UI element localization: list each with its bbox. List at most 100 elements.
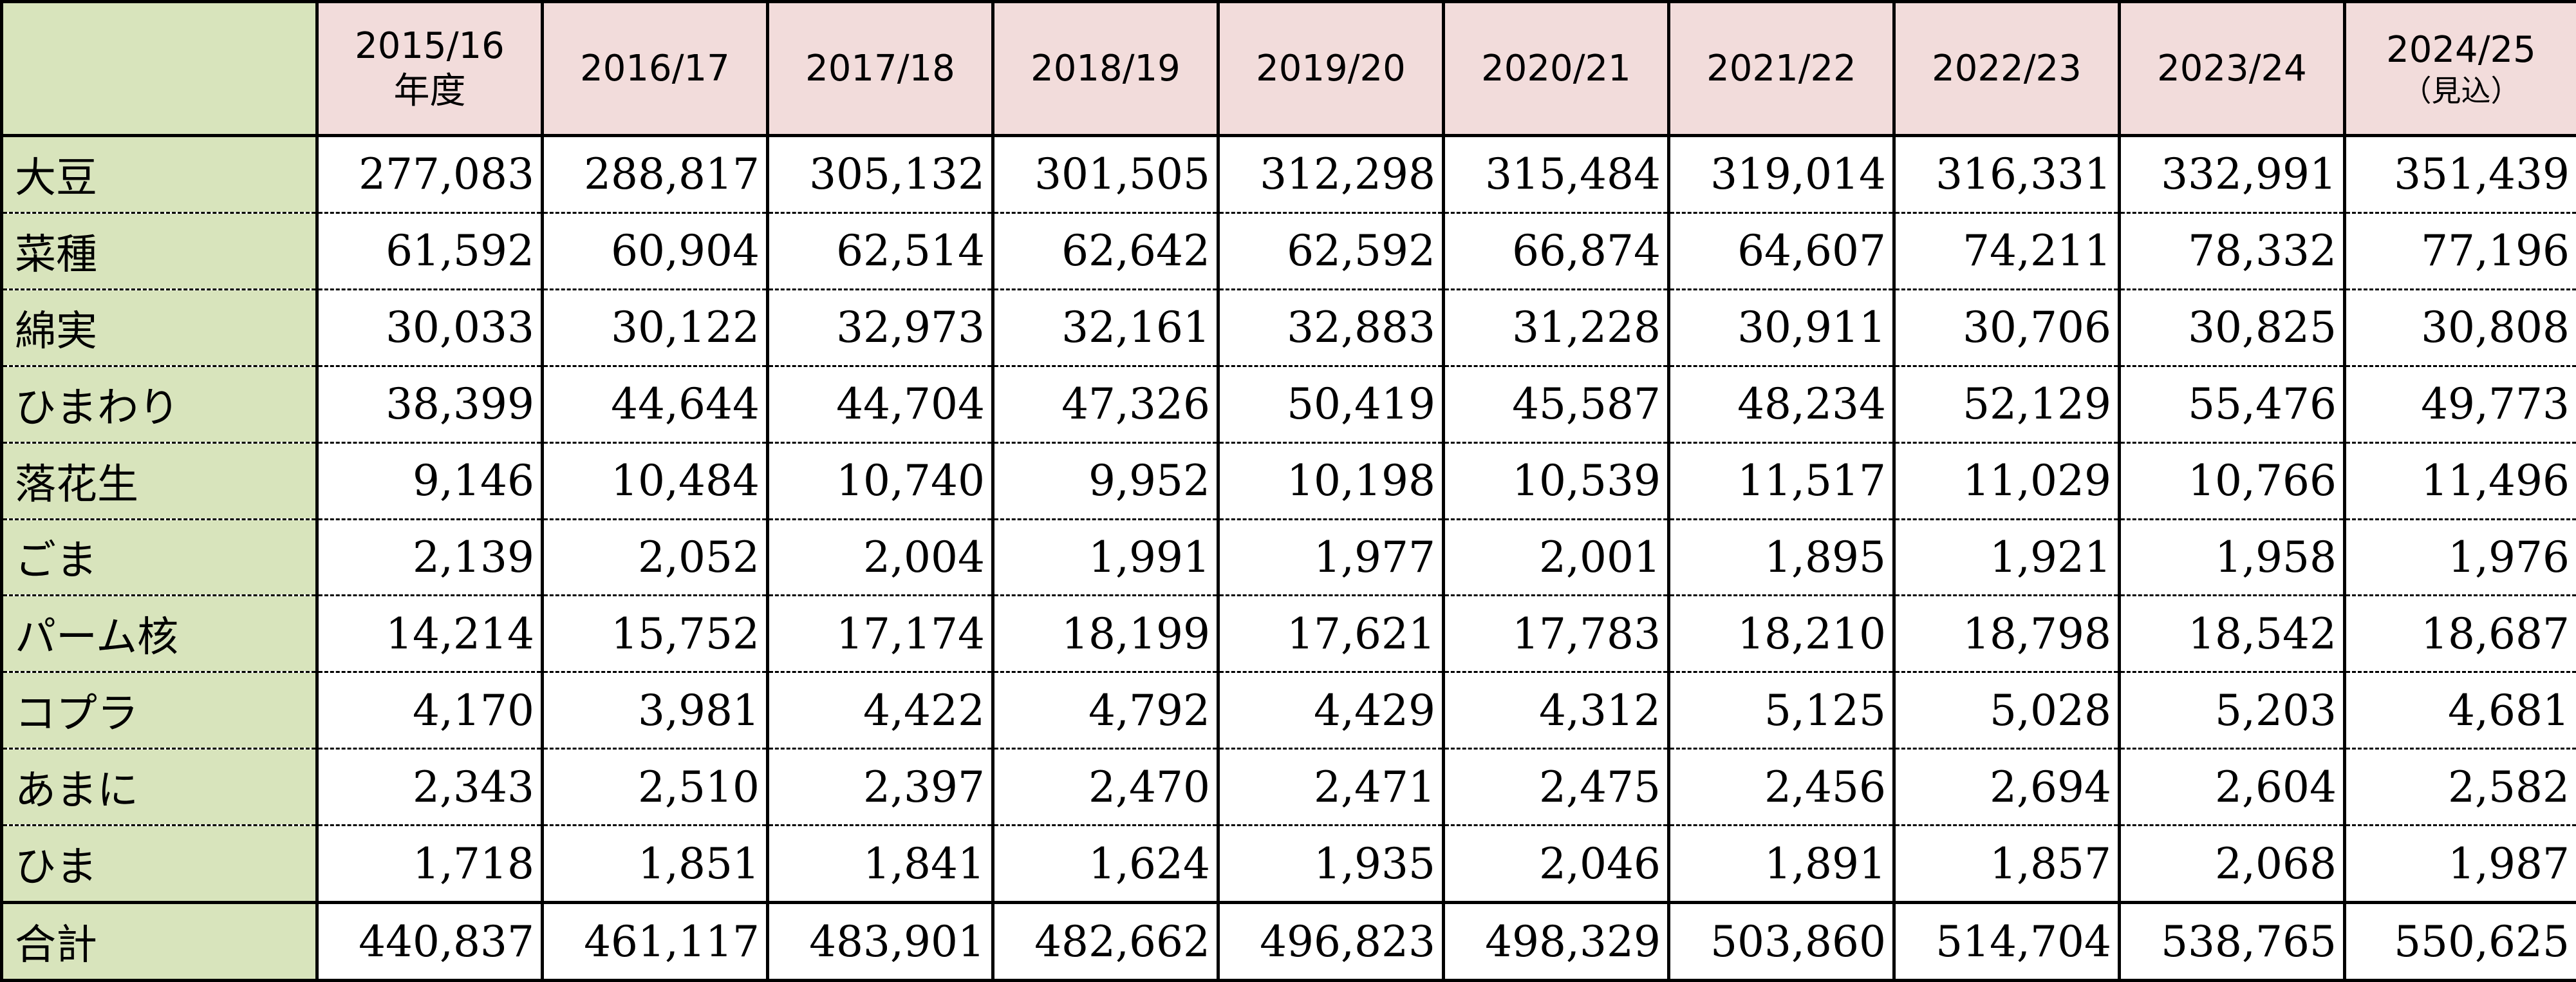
value-cell: 18,798 xyxy=(1892,595,2121,674)
row-label: コプラ xyxy=(0,672,319,750)
value-cell: 30,825 xyxy=(2118,289,2346,367)
value-cell: 45,587 xyxy=(1442,366,1670,444)
total-row: 合計 440,837 461,117 483,901 482,662 496,823 498… xyxy=(0,901,2576,982)
value-cell: 1,895 xyxy=(1667,519,1896,597)
value-cell: 14,214 xyxy=(315,595,544,674)
value-cell: 55,476 xyxy=(2118,366,2346,444)
row-label: 綿実 xyxy=(0,289,319,367)
value-cell: 44,704 xyxy=(766,366,994,444)
value-cell: 514,704 xyxy=(1892,901,2121,982)
table-row: ひまわり 38,399 44,644 44,704 47,326 50,419 45,587… xyxy=(0,366,2576,444)
value-cell: 18,542 xyxy=(2118,595,2346,674)
value-cell: 5,125 xyxy=(1667,672,1896,750)
value-cell: 332,991 xyxy=(2118,135,2346,214)
value-cell: 30,706 xyxy=(1892,289,2121,367)
value-cell: 52,129 xyxy=(1892,366,2121,444)
value-cell: 9,952 xyxy=(991,442,1220,520)
value-cell: 301,505 xyxy=(991,135,1220,214)
value-cell: 1,624 xyxy=(991,825,1220,904)
table-row: コプラ 4,170 3,981 4,422 4,792 4,429 4,312 5,125 5,… xyxy=(0,672,2576,750)
column-header-year: 2018/19 xyxy=(1031,47,1181,90)
column-header-year: 2022/23 xyxy=(1932,47,2082,90)
value-cell: 62,514 xyxy=(766,212,994,290)
value-cell: 482,662 xyxy=(991,901,1220,982)
table-body: 大豆 277,083 288,817 305,132 301,505 312,298 315… xyxy=(0,135,2576,982)
header-row: 2015/16 年度 2016/17 2017/18 2018/19 2019/20 202… xyxy=(0,0,2576,137)
column-header: 2015/16 年度 xyxy=(315,0,544,137)
column-header-year: 2019/20 xyxy=(1256,47,1406,90)
row-label: 落花生 xyxy=(0,442,319,520)
row-label: ごま xyxy=(0,519,319,597)
value-cell: 17,783 xyxy=(1442,595,1670,674)
value-cell: 1,977 xyxy=(1217,519,1445,597)
column-header-year: 2016/17 xyxy=(580,47,730,90)
column-header: 2018/19 xyxy=(991,0,1220,137)
row-label: ひま xyxy=(0,825,319,904)
value-cell: 1,976 xyxy=(2343,519,2576,597)
value-cell: 4,312 xyxy=(1442,672,1670,750)
value-cell: 2,456 xyxy=(1667,748,1896,827)
value-cell: 2,475 xyxy=(1442,748,1670,827)
value-cell: 77,196 xyxy=(2343,212,2576,290)
value-cell: 11,517 xyxy=(1667,442,1896,520)
column-header-note: 年度 xyxy=(393,70,466,112)
value-cell: 319,014 xyxy=(1667,135,1896,214)
value-cell: 18,199 xyxy=(991,595,1220,674)
value-cell: 2,139 xyxy=(315,519,544,597)
column-header-year: 2020/21 xyxy=(1481,47,1631,90)
column-header: 2020/21 xyxy=(1442,0,1670,137)
value-cell: 316,331 xyxy=(1892,135,2121,214)
value-cell: 305,132 xyxy=(766,135,994,214)
table-row: ごま 2,139 2,052 2,004 1,991 1,977 2,001 1,895 1,9… xyxy=(0,519,2576,597)
value-cell: 60,904 xyxy=(541,212,769,290)
table-row: ひま 1,718 1,851 1,841 1,624 1,935 2,046 1,891 1,8… xyxy=(0,825,2576,904)
value-cell: 1,718 xyxy=(315,825,544,904)
value-cell: 32,161 xyxy=(991,289,1220,367)
table-row: あまに 2,343 2,510 2,397 2,470 2,471 2,475 2,456 2,… xyxy=(0,748,2576,827)
value-cell: 2,694 xyxy=(1892,748,2121,827)
value-cell: 4,429 xyxy=(1217,672,1445,750)
value-cell: 10,539 xyxy=(1442,442,1670,520)
value-cell: 11,496 xyxy=(2343,442,2576,520)
value-cell: 30,808 xyxy=(2343,289,2576,367)
value-cell: 74,211 xyxy=(1892,212,2121,290)
column-header: 2017/18 xyxy=(766,0,994,137)
row-label: パーム核 xyxy=(0,595,319,674)
value-cell: 498,329 xyxy=(1442,901,1670,982)
table-row: 落花生 9,146 10,484 10,740 9,952 10,198 10,539 11,… xyxy=(0,442,2576,520)
value-cell: 4,422 xyxy=(766,672,994,750)
value-cell: 61,592 xyxy=(315,212,544,290)
value-cell: 2,001 xyxy=(1442,519,1670,597)
value-cell: 66,874 xyxy=(1442,212,1670,290)
value-cell: 4,170 xyxy=(315,672,544,750)
corner-cell xyxy=(0,0,319,137)
value-cell: 4,681 xyxy=(2343,672,2576,750)
value-cell: 78,332 xyxy=(2118,212,2346,290)
value-cell: 2,510 xyxy=(541,748,769,827)
value-cell: 18,210 xyxy=(1667,595,1896,674)
value-cell: 17,621 xyxy=(1217,595,1445,674)
value-cell: 9,146 xyxy=(315,442,544,520)
value-cell: 2,052 xyxy=(541,519,769,597)
value-cell: 1,841 xyxy=(766,825,994,904)
value-cell: 32,883 xyxy=(1217,289,1445,367)
row-label: 菜種 xyxy=(0,212,319,290)
row-label: あまに xyxy=(0,748,319,827)
value-cell: 11,029 xyxy=(1892,442,2121,520)
column-header: 2019/20 xyxy=(1217,0,1445,137)
value-cell: 1,851 xyxy=(541,825,769,904)
value-cell: 461,117 xyxy=(541,901,769,982)
value-cell: 2,604 xyxy=(2118,748,2346,827)
value-cell: 2,004 xyxy=(766,519,994,597)
table-row: パーム核 14,214 15,752 17,174 18,199 17,621 17,783… xyxy=(0,595,2576,674)
value-cell: 5,203 xyxy=(2118,672,2346,750)
value-cell: 49,773 xyxy=(2343,366,2576,444)
value-cell: 17,174 xyxy=(766,595,994,674)
value-cell: 2,068 xyxy=(2118,825,2346,904)
value-cell: 38,399 xyxy=(315,366,544,444)
value-cell: 2,397 xyxy=(766,748,994,827)
column-header-note: （見込） xyxy=(2402,73,2521,108)
value-cell: 4,792 xyxy=(991,672,1220,750)
value-cell: 2,343 xyxy=(315,748,544,827)
